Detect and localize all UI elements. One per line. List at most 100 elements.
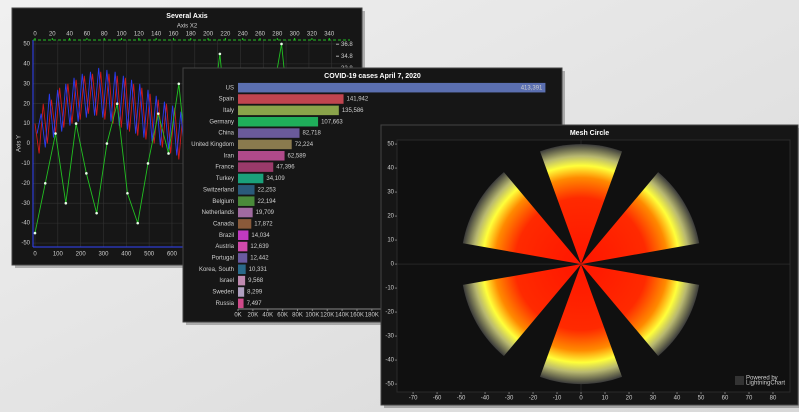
y-tick-label: 20 xyxy=(387,214,394,220)
bar xyxy=(238,275,246,286)
x2-tick-label: 20 xyxy=(49,32,56,38)
bar xyxy=(238,139,292,150)
x-tick-label: 70 xyxy=(746,396,753,402)
bar xyxy=(238,264,246,275)
x-tick-label: 0 xyxy=(579,396,583,402)
mesh-sector xyxy=(581,264,700,357)
value-label: 19,709 xyxy=(256,210,275,216)
bar xyxy=(238,298,244,309)
x-tick-label: 60K xyxy=(277,313,288,319)
point xyxy=(177,82,181,86)
category-label: Portugal xyxy=(212,256,234,262)
x2-tick-label: 40 xyxy=(66,32,73,38)
value-label: 62,589 xyxy=(288,153,307,159)
mesh-sector xyxy=(462,172,582,265)
y-tick-label: -20 xyxy=(385,310,394,316)
bar xyxy=(238,173,264,184)
y-tick-label: 0 xyxy=(391,262,395,268)
point xyxy=(126,191,129,195)
x-tick-label: 0K xyxy=(234,313,241,319)
x-tick-label: -30 xyxy=(505,396,514,402)
point xyxy=(146,162,150,165)
x2-axis-label: Axis X2 xyxy=(177,24,198,30)
x-tick-label: 80 xyxy=(770,396,777,402)
bar xyxy=(238,94,344,104)
series-line xyxy=(36,67,198,166)
y-tick-label: -30 xyxy=(385,334,394,340)
mesh-sector xyxy=(539,144,623,265)
x-tick-label: 100 xyxy=(53,252,64,258)
y-tick-label: 20 xyxy=(23,101,30,107)
watermark: Powered by xyxy=(746,376,778,382)
value-label: 107,663 xyxy=(321,119,343,125)
y-tick-label: 50 xyxy=(23,42,30,48)
bar xyxy=(238,196,255,206)
point xyxy=(156,112,160,115)
bar xyxy=(238,162,274,172)
y-tick-label: 40 xyxy=(387,166,394,172)
y-tick-label: 40 xyxy=(23,61,30,67)
category-label: Canada xyxy=(213,221,235,227)
value-label: 17,872 xyxy=(254,221,273,227)
point xyxy=(33,231,37,235)
y-tick-label: 10 xyxy=(387,238,394,244)
y2-tick-label: 36.8 xyxy=(341,42,353,48)
x2-tick-label: 140 xyxy=(151,32,162,38)
x-tick-label: 80K xyxy=(292,313,303,319)
x-tick-label: 20K xyxy=(248,313,259,319)
y2-tick-label: 34.8 xyxy=(341,54,353,60)
bar xyxy=(238,230,249,240)
x2-tick-label: 240 xyxy=(238,32,249,38)
value-label: 22,253 xyxy=(258,187,277,193)
chart-title: Several Axis xyxy=(166,13,207,20)
x2-tick-label: 100 xyxy=(117,32,128,38)
category-label: Iran xyxy=(224,153,234,159)
x-tick-label: -60 xyxy=(433,396,442,402)
x2-tick-label: 340 xyxy=(324,32,335,38)
watermark: LightningChart xyxy=(746,381,785,387)
x-tick-label: 600 xyxy=(167,252,178,258)
point xyxy=(74,122,78,125)
y-tick-label: 10 xyxy=(23,121,30,127)
y-tick-label: 30 xyxy=(23,81,30,87)
category-label: Italy xyxy=(223,108,234,114)
value-label: 135,586 xyxy=(342,108,364,114)
x-tick-label: -20 xyxy=(529,396,538,402)
y-tick-label: 30 xyxy=(387,190,394,196)
y-tick-label: 50 xyxy=(387,142,394,148)
bar xyxy=(238,253,248,263)
bar xyxy=(238,82,546,93)
x-tick-label: -40 xyxy=(481,396,490,402)
x-tick-label: 0 xyxy=(33,252,37,258)
chart-title: Mesh Circle xyxy=(570,130,609,137)
point xyxy=(280,42,283,46)
bar xyxy=(238,151,285,161)
value-label: 9,568 xyxy=(248,278,264,284)
point xyxy=(218,52,222,56)
x-tick-label: 30 xyxy=(650,396,657,402)
value-label: 34,109 xyxy=(266,176,285,182)
category-label: Germany xyxy=(209,119,234,125)
x2-tick-label: 260 xyxy=(255,32,266,38)
chart-window: Mesh Circle 50 40 30 20 10 0 -10 -20 -30 -40 -50 -70… xyxy=(380,124,799,408)
x-tick-label: 300 xyxy=(98,252,109,258)
x-tick-label: 40 xyxy=(674,396,681,402)
mesh-sector xyxy=(462,264,582,357)
x2-tick-label: 280 xyxy=(272,32,283,38)
category-label: Brazil xyxy=(219,233,234,239)
category-label: Israel xyxy=(219,278,234,284)
x-tick-label: -70 xyxy=(409,396,418,402)
category-label: China xyxy=(218,131,234,137)
y-tick-label: 0 xyxy=(27,141,31,147)
value-label: 12,442 xyxy=(250,256,269,262)
value-label: 47,396 xyxy=(276,165,295,171)
y-tick-label: -50 xyxy=(385,382,394,388)
value-label: 82,718 xyxy=(303,131,322,137)
bar xyxy=(238,219,252,229)
x2-tick-label: 300 xyxy=(290,32,301,38)
category-label: France xyxy=(215,165,234,171)
watermark-logo xyxy=(735,376,744,385)
value-label: 22,194 xyxy=(258,199,277,205)
point xyxy=(95,211,98,215)
